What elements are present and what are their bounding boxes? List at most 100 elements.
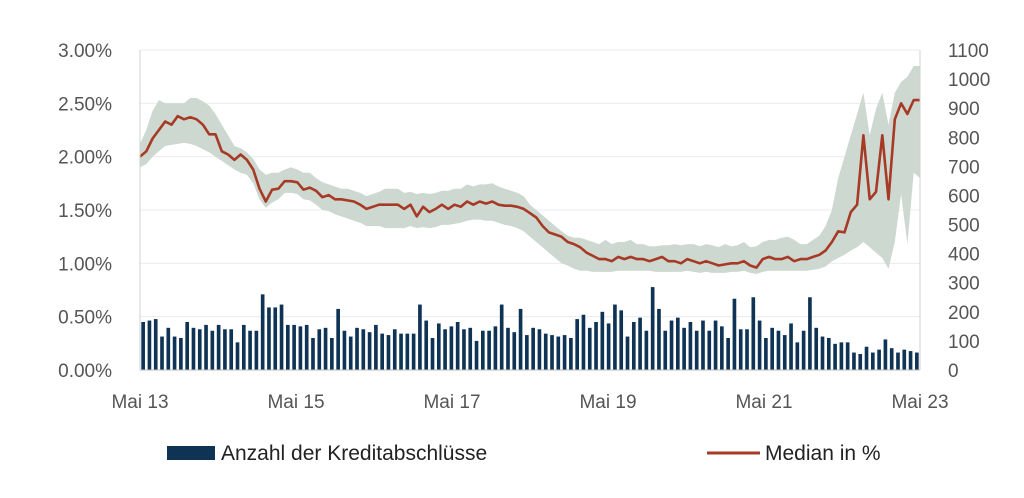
bar bbox=[512, 332, 517, 370]
bar bbox=[883, 339, 888, 370]
bar bbox=[286, 324, 290, 370]
bar bbox=[449, 326, 454, 370]
bar bbox=[386, 335, 391, 370]
bar bbox=[160, 336, 164, 370]
bar bbox=[594, 322, 598, 370]
bar bbox=[279, 304, 284, 370]
bar bbox=[474, 340, 479, 370]
bar bbox=[235, 342, 240, 370]
bar bbox=[361, 329, 366, 370]
bar bbox=[694, 330, 699, 370]
bar bbox=[745, 329, 749, 370]
bar bbox=[506, 327, 510, 370]
bar bbox=[852, 352, 856, 370]
bar bbox=[210, 330, 215, 370]
bar bbox=[298, 326, 303, 370]
x-tick-label: Mai 13 bbox=[111, 392, 168, 413]
bar bbox=[493, 326, 498, 370]
bar bbox=[462, 329, 466, 370]
bar bbox=[833, 343, 837, 370]
bar bbox=[864, 346, 869, 370]
bar bbox=[487, 330, 491, 370]
bar bbox=[858, 354, 863, 370]
bar bbox=[267, 307, 271, 370]
y-left-tick-label: 2.00% bbox=[58, 148, 112, 169]
bar bbox=[254, 330, 259, 370]
bar bbox=[896, 352, 900, 370]
y-left-tick-label: 0.50% bbox=[58, 308, 112, 329]
bar bbox=[531, 327, 535, 370]
bar bbox=[569, 338, 573, 370]
bar bbox=[795, 342, 800, 370]
bar bbox=[481, 330, 485, 370]
bar bbox=[657, 308, 661, 370]
median-line-series bbox=[139, 98, 920, 269]
axes bbox=[139, 50, 921, 371]
bar bbox=[323, 327, 328, 370]
bar bbox=[418, 304, 422, 370]
bar bbox=[839, 342, 844, 370]
y-left-tick-label: 1.50% bbox=[58, 201, 112, 222]
y-right-tick-label: 900 bbox=[948, 99, 980, 120]
bar bbox=[141, 322, 145, 370]
median-line bbox=[139, 98, 920, 269]
bar bbox=[204, 324, 208, 370]
bar bbox=[669, 320, 674, 370]
bar bbox=[191, 327, 196, 370]
bar bbox=[430, 338, 435, 370]
x-tick-label: Mai 15 bbox=[267, 392, 324, 413]
bar bbox=[499, 304, 504, 370]
bar bbox=[367, 332, 372, 370]
bar bbox=[197, 329, 202, 370]
bar bbox=[915, 352, 919, 370]
bar bbox=[304, 324, 309, 370]
bar bbox=[814, 327, 819, 370]
bar bbox=[223, 329, 227, 370]
bar bbox=[613, 304, 617, 370]
x-tick-label: Mai 17 bbox=[423, 392, 480, 413]
bar bbox=[550, 335, 554, 370]
legend: Anzahl der Kreditabschlüsse Median in % bbox=[167, 442, 881, 465]
bar bbox=[619, 310, 624, 370]
bar bbox=[147, 320, 152, 370]
y-right-tick-label: 600 bbox=[948, 186, 980, 207]
y-right-tick-label: 100 bbox=[948, 332, 980, 353]
bar bbox=[776, 330, 781, 370]
bar bbox=[707, 330, 712, 370]
bar bbox=[260, 294, 265, 370]
bar bbox=[317, 329, 322, 370]
bar bbox=[241, 324, 246, 370]
bar bbox=[726, 338, 730, 370]
bar bbox=[330, 338, 334, 370]
bar bbox=[808, 297, 812, 370]
bar bbox=[845, 342, 850, 370]
bar bbox=[411, 333, 416, 370]
bar bbox=[770, 327, 774, 370]
bar bbox=[789, 323, 793, 370]
bar bbox=[764, 338, 768, 370]
bar bbox=[631, 322, 636, 370]
y-left-tick-label: 1.00% bbox=[58, 254, 112, 275]
bar bbox=[380, 333, 384, 370]
bar bbox=[575, 319, 579, 370]
bar bbox=[782, 335, 787, 370]
y-right-tick-label: 800 bbox=[948, 128, 980, 149]
bar bbox=[336, 308, 340, 370]
bar bbox=[518, 308, 523, 370]
tick-labels: 0.00% 0.50% 1.00% 1.50% 2.00% 2.50% 3.00% 0 100 2… bbox=[58, 41, 990, 413]
x-tick-label: Mai 19 bbox=[579, 392, 636, 413]
y-right-tick-label: 500 bbox=[948, 216, 980, 237]
y-right-tick-label: 400 bbox=[948, 245, 980, 266]
range-band-area bbox=[140, 66, 920, 274]
bar bbox=[355, 327, 359, 370]
bar bbox=[248, 330, 252, 370]
bar bbox=[644, 330, 649, 370]
bar bbox=[424, 320, 429, 370]
bar bbox=[229, 329, 234, 370]
bar bbox=[738, 329, 743, 370]
bar bbox=[908, 351, 913, 370]
bar bbox=[638, 317, 642, 370]
bar bbox=[676, 317, 680, 370]
bar bbox=[801, 330, 806, 370]
